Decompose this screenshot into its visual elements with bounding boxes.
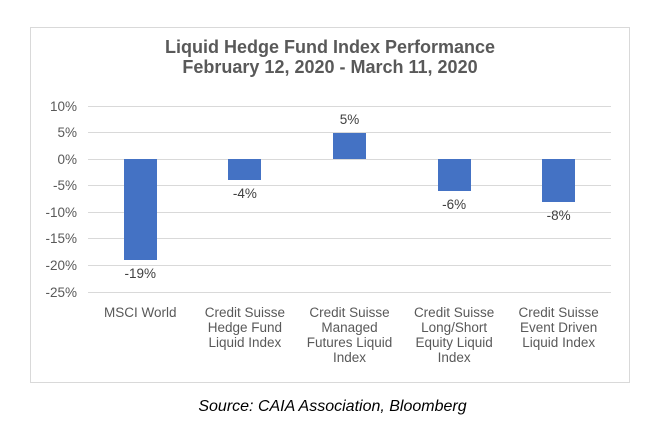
x-axis-category-label-line: Equity Liquid — [415, 335, 493, 350]
x-axis-category-label-line: Credit Suisse — [204, 305, 286, 320]
bar-data-label: -19% — [124, 266, 157, 282]
y-axis-tick-label: -20% — [45, 257, 77, 273]
bar — [437, 159, 471, 192]
chart-container: Liquid Hedge Fund Index Performance Febr… — [30, 27, 630, 383]
x-axis-category-label: Credit Suisse Managed Futures Liquid Index — [294, 305, 406, 365]
x-axis-category-label-line: Credit Suisse — [309, 305, 390, 320]
bar — [123, 159, 157, 261]
x-axis-category-label-line: Managed — [321, 320, 378, 335]
source-caption: Source: CAIA Association, Bloomberg — [198, 398, 467, 415]
y-axis-tick-label: -5% — [52, 178, 77, 194]
x-axis-category-label-line: Index — [332, 350, 367, 365]
gridline — [88, 105, 611, 107]
gridline — [88, 291, 611, 293]
x-axis-category-label-line: Event Driven — [520, 320, 598, 335]
gridline — [88, 158, 611, 160]
bar — [228, 159, 262, 181]
y-axis-tick-label: 5% — [57, 125, 77, 141]
gridline — [88, 264, 611, 266]
gridline — [88, 185, 611, 187]
x-axis-category-label-line: Long/Short — [421, 320, 488, 335]
bar-data-label: -8% — [546, 207, 571, 223]
bar — [333, 132, 366, 160]
gridline — [88, 211, 611, 213]
bar-data-label: -6% — [442, 197, 467, 213]
chart-title-line2: February 12, 2020 - March 11, 2020 — [182, 57, 478, 77]
x-axis-category-label-line: Credit Suisse — [518, 305, 599, 320]
x-axis-category-label: Credit Suisse Hedge Fund Liquid Index — [189, 305, 301, 350]
chart-title-line1: Liquid Hedge Fund Index Performance — [164, 37, 496, 57]
x-axis-category-label-line: Hedge Fund — [207, 320, 283, 335]
x-axis-category-label-line: Credit Suisse — [413, 305, 495, 320]
x-axis-category-label: Credit Suisse Long/Short Equity Liquid Inde… — [398, 305, 510, 365]
x-axis-category-label: MSCI World — [84, 305, 196, 320]
x-axis-category-label-line: MSCI World — [104, 305, 177, 320]
x-axis-category-label: Credit Suisse Event Driven Liquid Index — [503, 305, 615, 350]
y-axis-tick-label: -15% — [45, 231, 77, 247]
x-axis-category-label-line: Liquid Index — [522, 335, 596, 350]
y-axis-tick-label: 10% — [49, 98, 77, 114]
x-axis-category-label-line: Futures Liquid — [306, 335, 393, 350]
y-axis-tick-label: 0% — [57, 151, 77, 167]
y-axis-tick-label: -25% — [45, 284, 77, 300]
x-axis-category-label-line: Index — [437, 350, 471, 365]
bar-data-label: 5% — [339, 111, 360, 127]
gridline — [88, 238, 611, 240]
y-axis-tick-label: -10% — [45, 204, 77, 220]
x-axis-category-label-line: Liquid Index — [208, 335, 282, 350]
chart-title: Liquid Hedge Fund Index Performance Febr… — [31, 37, 629, 77]
bar — [542, 159, 576, 202]
bar-data-label: -4% — [232, 186, 257, 202]
